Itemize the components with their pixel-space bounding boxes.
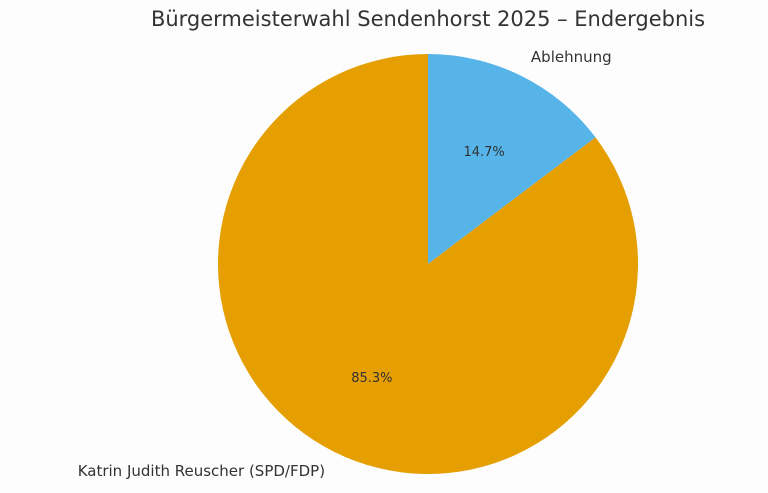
chart-title: Bürgermeisterwahl Sendenhorst 2025 – End… (151, 7, 705, 31)
slice-percent-0: 14.7% (463, 145, 504, 160)
slice-label-0: Ablehnung (531, 48, 612, 66)
pie-slice-1 (217, 54, 638, 474)
slice-label-1: Katrin Judith Reuscher (SPD/FDP) (78, 462, 325, 480)
pie-slice-0 (428, 54, 596, 264)
slice-percent-1: 85.3% (351, 371, 392, 386)
